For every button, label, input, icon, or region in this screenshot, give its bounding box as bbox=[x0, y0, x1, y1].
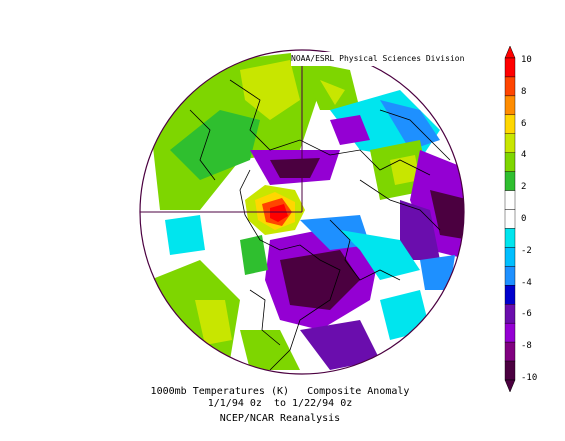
colorbar-swatch bbox=[504, 341, 516, 362]
colorbar-tick-label: -2 bbox=[521, 245, 532, 256]
colorbar-swatch bbox=[504, 152, 516, 172]
colorbar-tick-label: 4 bbox=[521, 150, 527, 161]
colorbar-swatch bbox=[504, 228, 516, 248]
colorbar-swatch bbox=[504, 57, 516, 78]
colorbar-swatch bbox=[504, 209, 516, 229]
coastlines bbox=[189, 79, 451, 371]
colorbar-swatch bbox=[504, 360, 516, 381]
colorbar-swatch bbox=[504, 285, 516, 305]
map-title: 1000mb Temperatures (K) Composite Anomal… bbox=[150, 386, 410, 397]
colorbar-swatch bbox=[504, 76, 516, 97]
map-outline bbox=[139, 49, 465, 375]
colorbar-tick-label: 2 bbox=[521, 182, 527, 193]
colorbar bbox=[504, 45, 516, 393]
colorbar-tick-label: -8 bbox=[521, 341, 532, 352]
colorbar-tick-label: 0 bbox=[521, 214, 527, 224]
colorbar-swatch bbox=[504, 190, 516, 210]
colorbar-tick-label: -10 bbox=[521, 373, 538, 383]
colorbar-arrow-top bbox=[504, 45, 516, 59]
colorbar-swatch bbox=[504, 247, 516, 267]
credit-label: NOAA/ESRL Physical Sciences Division bbox=[291, 52, 464, 66]
colorbar-swatch bbox=[504, 322, 516, 343]
colorbar-tick-label: 6 bbox=[521, 118, 527, 129]
colorbar-tick-label: 10 bbox=[521, 55, 532, 65]
colorbar-tick-label: -4 bbox=[521, 277, 532, 288]
map-date-range: 1/1/94 0z to 1/22/94 0z bbox=[207, 398, 353, 409]
colorbar-swatch bbox=[504, 171, 516, 191]
colorbar-arrow-bottom bbox=[504, 379, 516, 393]
map-source: NCEP/NCAR Reanalysis bbox=[219, 413, 341, 424]
colorbar-swatch bbox=[504, 133, 516, 153]
colorbar-tick-label: 8 bbox=[521, 86, 527, 97]
colorbar-tick-label: -6 bbox=[521, 309, 532, 320]
colorbar-swatch bbox=[504, 95, 516, 116]
colorbar-swatch bbox=[504, 266, 516, 286]
colorbar-swatch bbox=[504, 114, 516, 134]
colorbar-swatch bbox=[504, 304, 516, 324]
